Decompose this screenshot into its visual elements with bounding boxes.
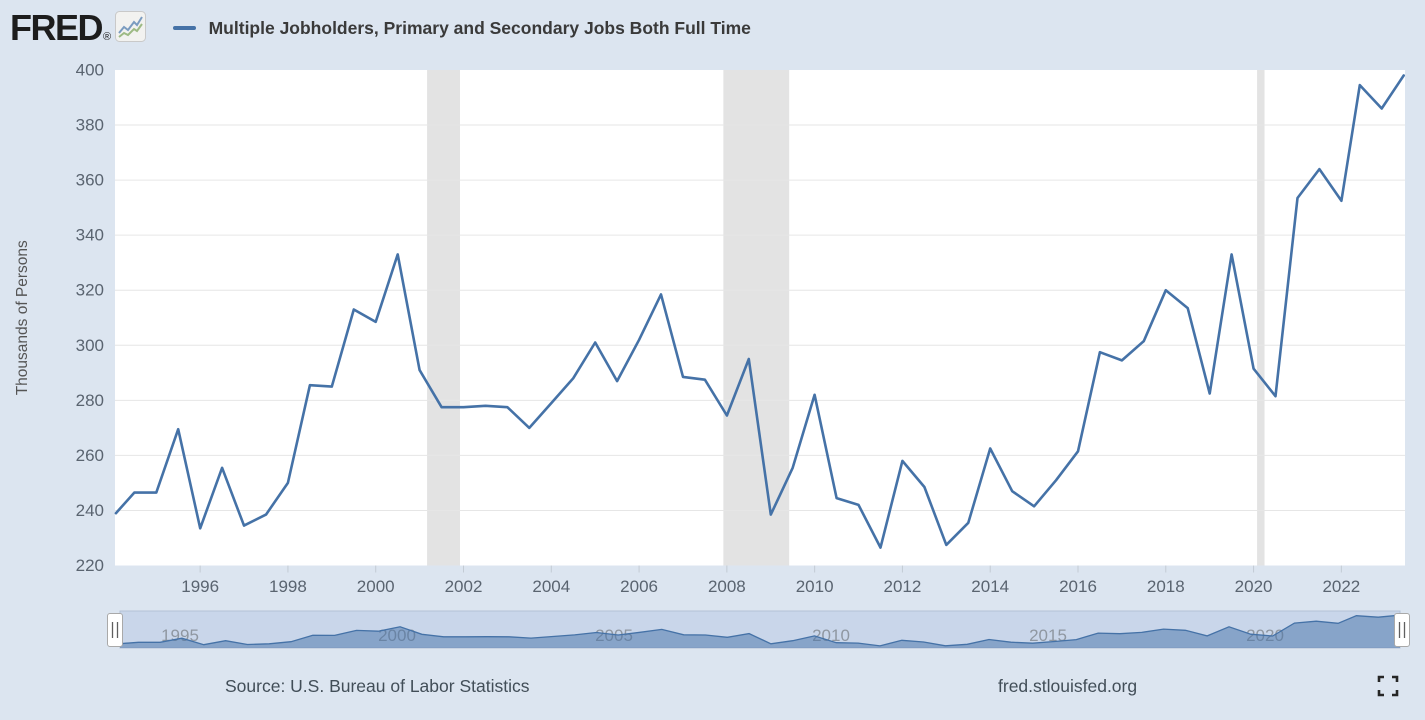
x-axis-tick-label: 1998 bbox=[269, 577, 307, 596]
x-axis-tick-label: 2020 bbox=[1235, 577, 1273, 596]
recession-band bbox=[427, 70, 460, 566]
site-link[interactable]: fred.stlouisfed.org bbox=[998, 676, 1138, 696]
fred-logo-chart-icon bbox=[114, 11, 146, 47]
navigator-left-handle[interactable] bbox=[107, 613, 123, 647]
y-axis-tick-label: 360 bbox=[76, 171, 104, 190]
y-axis-tick-label: 340 bbox=[76, 226, 104, 245]
y-axis-tick-label: 280 bbox=[76, 391, 104, 410]
navigator-right-handle[interactable] bbox=[1394, 613, 1410, 647]
data-series-line bbox=[114, 74, 1405, 549]
fred-logo[interactable]: FRED ® bbox=[10, 7, 111, 48]
x-axis-tick-label: 2000 bbox=[357, 577, 395, 596]
y-axis-tick-label: 380 bbox=[76, 116, 104, 135]
fullscreen-button[interactable] bbox=[1374, 672, 1402, 700]
x-axis-tick-label: 2002 bbox=[445, 577, 483, 596]
x-axis-tick-label: 1996 bbox=[181, 577, 219, 596]
navigator-left-handle-grip-box[interactable] bbox=[107, 613, 123, 647]
y-axis-tick-label: 400 bbox=[76, 61, 104, 80]
x-axis-tick-label: 2008 bbox=[708, 577, 746, 596]
fullscreen-icon bbox=[1377, 675, 1399, 697]
x-axis-tick-label: 2004 bbox=[532, 577, 570, 596]
x-axis-tick-label: 2016 bbox=[1059, 577, 1097, 596]
y-axis-tick-label: 260 bbox=[76, 446, 104, 465]
navigator-line bbox=[119, 614, 1401, 647]
y-axis-tick-label: 220 bbox=[76, 556, 104, 575]
x-axis-tick-label: 2014 bbox=[971, 577, 1009, 596]
x-axis-tick-label: 2006 bbox=[620, 577, 658, 596]
plot-hover-area[interactable] bbox=[115, 70, 1405, 566]
navigator-area bbox=[120, 615, 1400, 648]
y-axis-tick-label: 240 bbox=[76, 501, 104, 520]
source-text: Source: U.S. Bureau of Labor Statistics bbox=[225, 676, 530, 696]
navigator-year-label: 2015 bbox=[1029, 626, 1067, 645]
x-axis-tick-label: 2010 bbox=[796, 577, 834, 596]
recession-band bbox=[723, 70, 790, 566]
x-axis-tick-label: 2018 bbox=[1147, 577, 1185, 596]
legend-series-label: Multiple Jobholders, Primary and Seconda… bbox=[208, 17, 751, 38]
x-axis-tick-label: 2022 bbox=[1322, 577, 1360, 596]
chart-legend: Multiple Jobholders, Primary and Seconda… bbox=[172, 17, 751, 39]
chart-header: FRED ® Multiple Jobholders, Primary and … bbox=[0, 0, 1425, 56]
fred-logo-registered: ® bbox=[103, 31, 111, 43]
recession-band bbox=[1257, 70, 1265, 566]
y-axis-tick-label: 300 bbox=[76, 336, 104, 355]
y-axis-title: Thousands of Persons bbox=[14, 240, 31, 395]
y-axis-tick-label: 320 bbox=[76, 281, 104, 300]
navigator-right-handle-grip-box[interactable] bbox=[1394, 613, 1410, 647]
legend-series-marker bbox=[172, 26, 196, 30]
x-axis-tick-label: 2012 bbox=[884, 577, 922, 596]
fred-logo-text: FRED bbox=[10, 7, 104, 48]
